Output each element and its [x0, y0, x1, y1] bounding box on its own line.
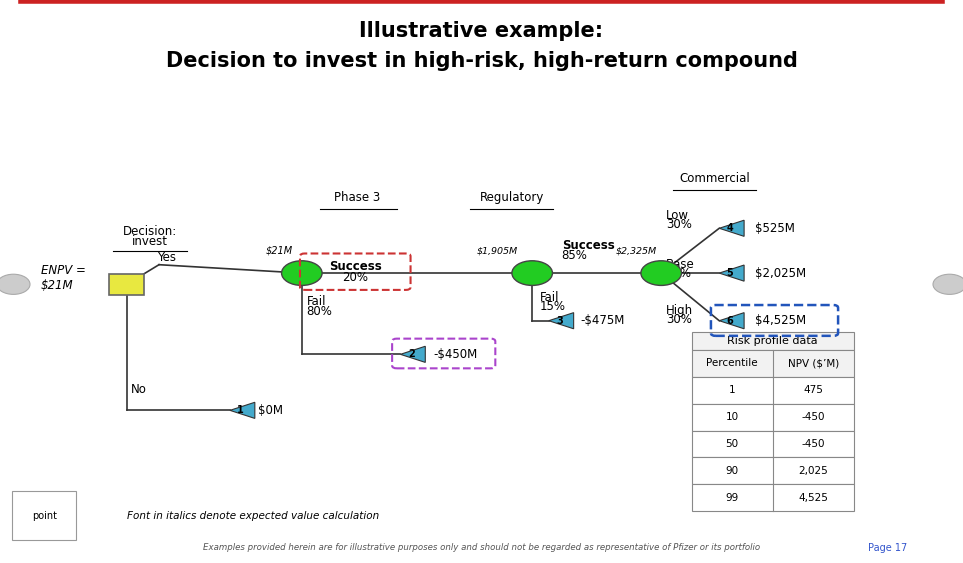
Text: 2: 2: [407, 349, 414, 359]
Text: Risk profile data: Risk profile data: [727, 336, 818, 346]
Text: 30%: 30%: [665, 313, 691, 326]
Circle shape: [0, 274, 30, 294]
Text: 80%: 80%: [306, 305, 332, 318]
Text: 475: 475: [803, 385, 823, 395]
Text: Phase 3: Phase 3: [334, 191, 380, 204]
Text: Commercial: Commercial: [679, 172, 750, 185]
Text: Success: Success: [561, 239, 614, 252]
Text: $4,525M: $4,525M: [755, 314, 806, 327]
Text: Yes: Yes: [157, 251, 176, 263]
Text: Regulatory: Regulatory: [480, 191, 544, 204]
Text: Fail: Fail: [539, 291, 560, 304]
Text: $21M: $21M: [266, 245, 293, 255]
Polygon shape: [719, 265, 744, 281]
FancyBboxPatch shape: [691, 457, 854, 484]
Text: Decision to invest in high-risk, high-return compound: Decision to invest in high-risk, high-re…: [166, 51, 797, 71]
Text: 20%: 20%: [342, 270, 368, 284]
Text: 15%: 15%: [539, 301, 565, 314]
FancyBboxPatch shape: [691, 332, 854, 350]
Text: point: point: [32, 511, 57, 521]
Text: 4: 4: [727, 224, 734, 233]
FancyBboxPatch shape: [691, 350, 854, 377]
Text: $2,325M: $2,325M: [615, 246, 657, 255]
Polygon shape: [549, 312, 574, 329]
FancyBboxPatch shape: [691, 404, 854, 431]
Text: 2,025: 2,025: [798, 466, 828, 476]
Circle shape: [933, 274, 963, 294]
Text: Decision:: Decision:: [122, 225, 177, 238]
FancyBboxPatch shape: [691, 431, 854, 457]
Text: NPV ($’M): NPV ($’M): [788, 358, 839, 368]
Text: 10: 10: [725, 412, 739, 422]
Text: 1: 1: [237, 405, 244, 415]
Text: $525M: $525M: [755, 222, 795, 235]
Text: High: High: [665, 304, 693, 317]
Text: -$450M: -$450M: [433, 348, 478, 361]
Text: 90: 90: [725, 466, 739, 476]
Text: $2,025M: $2,025M: [755, 267, 806, 280]
Text: Illustrative example:: Illustrative example:: [359, 21, 604, 41]
Polygon shape: [719, 220, 744, 236]
Text: -450: -450: [801, 412, 825, 422]
Text: 40%: 40%: [665, 267, 691, 280]
Text: -450: -450: [801, 439, 825, 449]
Text: 50: 50: [725, 439, 739, 449]
Text: 99: 99: [725, 493, 739, 503]
FancyBboxPatch shape: [109, 274, 144, 295]
Text: 4,525: 4,525: [798, 493, 828, 503]
Text: 5: 5: [727, 268, 734, 278]
Text: Percentile: Percentile: [706, 358, 758, 368]
Text: 85%: 85%: [561, 249, 587, 262]
Text: $21M: $21M: [41, 279, 74, 292]
Text: Font in italics denote expected value calculation: Font in italics denote expected value ca…: [127, 511, 379, 521]
Polygon shape: [401, 346, 426, 363]
Text: No: No: [130, 383, 146, 396]
Text: Base: Base: [665, 258, 694, 271]
Text: Success: Success: [329, 261, 381, 274]
Polygon shape: [719, 312, 744, 329]
Text: 30%: 30%: [665, 218, 691, 231]
Text: -$475M: -$475M: [580, 314, 624, 327]
Text: ENPV =: ENPV =: [41, 264, 86, 277]
FancyBboxPatch shape: [691, 377, 854, 404]
Text: 6: 6: [727, 316, 734, 326]
Circle shape: [281, 261, 322, 285]
Text: Low: Low: [665, 209, 689, 222]
Text: $1,905M: $1,905M: [477, 246, 518, 255]
Text: Page 17: Page 17: [868, 543, 907, 553]
Text: Examples provided herein are for illustrative purposes only and should not be re: Examples provided herein are for illustr…: [203, 543, 760, 552]
Text: Fail: Fail: [306, 296, 325, 309]
Text: $0M: $0M: [257, 404, 282, 417]
Text: invest: invest: [132, 235, 168, 248]
Text: 3: 3: [557, 316, 563, 326]
FancyBboxPatch shape: [691, 484, 854, 511]
Circle shape: [641, 261, 682, 285]
Circle shape: [512, 261, 553, 285]
Text: 1: 1: [729, 385, 736, 395]
Polygon shape: [230, 403, 255, 418]
